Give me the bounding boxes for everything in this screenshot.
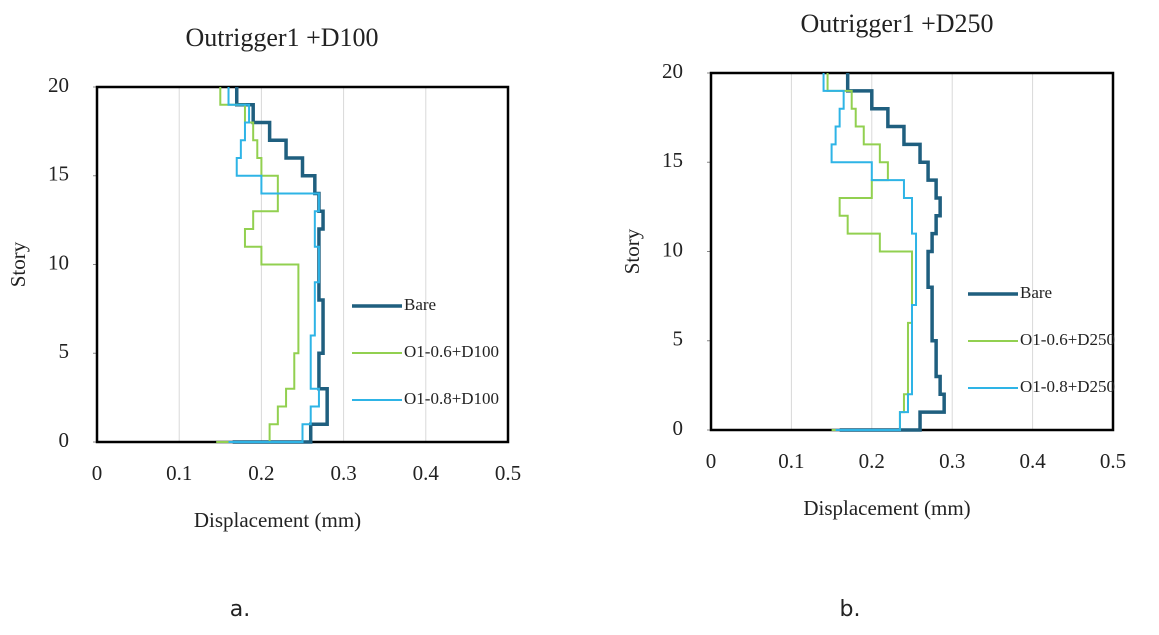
x-tick-label: 0 [92,461,103,485]
x-tick-label: 0.2 [248,461,274,485]
y-tick-label: 20 [662,59,683,83]
y-tick-label: 10 [662,237,683,261]
y-tick-label: 15 [48,162,69,186]
x-tick-label: 0.4 [1019,449,1046,473]
y-tick-label: 0 [59,428,70,452]
panel-label: a. [230,597,250,622]
x-tick-label: 0.2 [859,449,885,473]
chart-title: Outrigger1 +D250 [800,9,993,38]
y-axis-label: Story [6,241,30,287]
x-tick-label: 0.3 [330,461,356,485]
x-tick-label: 0.5 [495,461,521,485]
x-tick-label: 0.5 [1100,449,1126,473]
chart-title: Outrigger1 +D100 [185,23,378,52]
y-tick-label: 20 [48,73,69,97]
y-tick-label: 15 [662,148,683,172]
legend-label: O1-0.6+D100 [404,342,499,361]
panel-label: b. [840,597,861,622]
y-tick-label: 0 [673,416,684,440]
legend-label: O1-0.8+D100 [404,389,499,408]
y-tick-label: 5 [59,339,70,363]
x-tick-label: 0.1 [166,461,192,485]
x-tick-label: 0.1 [778,449,804,473]
series-line [227,87,320,443]
legend-label: O1-0.6+D250 [1020,330,1115,349]
x-tick-label: 0 [706,449,717,473]
legend-label: Bare [404,295,436,314]
series-line [216,87,300,443]
series-line [822,73,918,431]
legend-label: Bare [1020,283,1052,302]
y-tick-label: 5 [673,327,684,351]
x-axis-label: Displacement (mm) [803,496,970,520]
x-tick-label: 0.3 [939,449,965,473]
series-line [232,87,329,444]
x-axis-label: Displacement (mm) [194,508,361,532]
y-tick-label: 10 [48,250,69,274]
series-line [826,73,913,431]
x-tick-label: 0.4 [413,461,440,485]
series-line [839,73,946,432]
y-axis-label: Story [620,228,644,274]
legend-label: O1-0.8+D250 [1020,377,1115,396]
